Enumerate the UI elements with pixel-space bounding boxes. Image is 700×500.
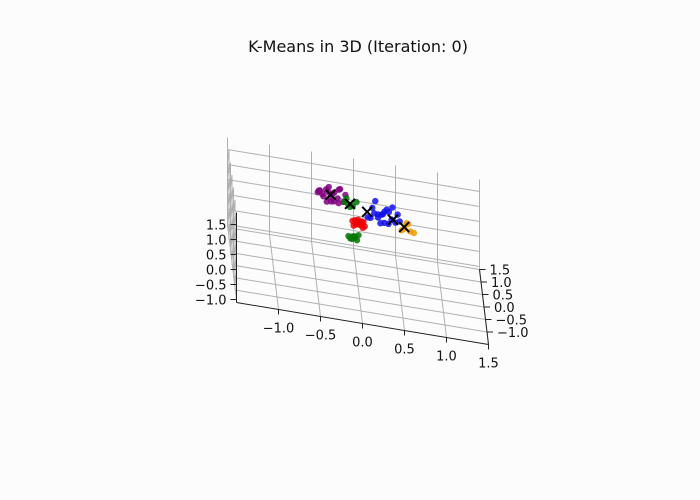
- data-point: [389, 204, 396, 211]
- z-tick-label: −0.5: [195, 279, 227, 294]
- y-tick-label: −0.5: [496, 314, 528, 329]
- centroid-marker: [344, 198, 356, 210]
- centroid-stroke: [387, 214, 399, 226]
- grid-line: [227, 149, 480, 192]
- centroid-layer: [324, 188, 410, 233]
- data-point: [315, 187, 323, 194]
- z-tick-label: 0.0: [206, 264, 227, 279]
- centroid-stroke: [344, 198, 356, 210]
- grid-line: [227, 227, 480, 270]
- grid-line: [230, 252, 483, 295]
- centroid-marker: [387, 214, 399, 226]
- data-point: [320, 193, 327, 200]
- data-point: [335, 199, 342, 207]
- z-tick-label: 0.5: [206, 249, 227, 264]
- data-point: [352, 221, 360, 228]
- data-point: [354, 216, 362, 223]
- centroid-marker: [324, 188, 337, 201]
- data-point: [360, 219, 367, 226]
- x-tick-label: 1.5: [478, 357, 499, 372]
- z-tick-label: 1.5: [206, 219, 227, 234]
- y-tick-label: −1.0: [497, 326, 529, 341]
- grid-layer: [227, 137, 489, 345]
- z-tick-label: 1.0: [206, 234, 227, 249]
- chart-title: K-Means in 3D (Iteration: 0): [248, 37, 468, 56]
- data-point: [353, 198, 360, 206]
- grid-line: [227, 164, 480, 207]
- grid-line: [227, 224, 480, 267]
- data-point: [325, 183, 332, 191]
- y-tick-label: 0.5: [493, 289, 514, 304]
- grid-line: [227, 194, 480, 237]
- data-point: [364, 214, 371, 221]
- data-point: [349, 233, 356, 240]
- x-tick-label: 1.0: [436, 350, 457, 365]
- x-tick-label: 0.0: [352, 336, 373, 351]
- grid-line: [228, 239, 482, 283]
- data-point: [381, 208, 388, 215]
- grid-line: [234, 289, 488, 333]
- y-tick-label: 1.5: [490, 264, 511, 279]
- centroid-marker: [398, 221, 410, 233]
- x-tick-label: −0.5: [305, 329, 337, 344]
- tick-layer: −1.0 −0.5 0.0 0.5 1.0 1.5−1.0−0.50.00.51.01.5…: [195, 219, 529, 372]
- centroid-marker: [361, 206, 373, 218]
- x-tick-label: 0.5: [394, 343, 415, 358]
- z-tick-label: −1.0: [195, 294, 227, 309]
- y-tick-label: 1.0: [491, 276, 512, 291]
- data-point: [377, 220, 384, 227]
- data-point: [374, 214, 382, 221]
- data-point: [410, 229, 418, 237]
- grid-line: [233, 277, 486, 320]
- data-point: [336, 185, 344, 193]
- grid-line: [227, 209, 480, 252]
- centroid-stroke: [361, 206, 373, 218]
- grid-line: [231, 264, 485, 308]
- centroid-stroke: [398, 221, 410, 233]
- points-layer: [314, 183, 418, 244]
- centroid-stroke: [324, 188, 337, 201]
- x-tick-label: −1.0: [263, 322, 295, 337]
- data-point: [372, 197, 379, 205]
- y-tick-label: 0.0: [494, 301, 515, 316]
